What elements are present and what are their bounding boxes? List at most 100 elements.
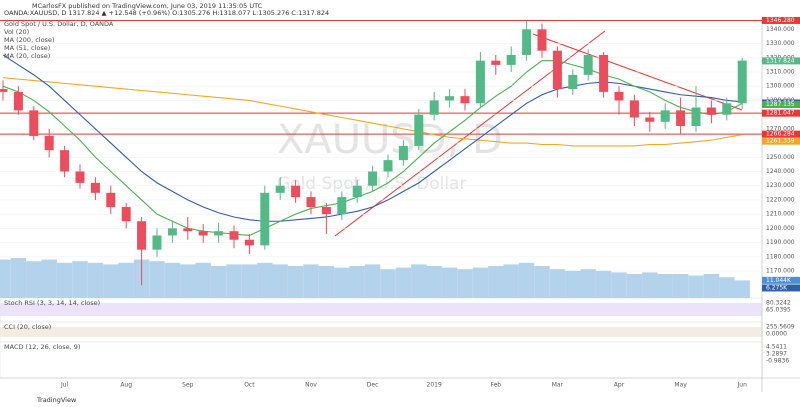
y-tick-label: 1220.000 — [766, 196, 795, 203]
price-label: 1287.135 — [766, 101, 795, 108]
legend-entry: MA (20, close) — [4, 52, 50, 60]
candle-body — [137, 221, 147, 250]
volume-bar — [164, 262, 181, 298]
candle-body — [29, 110, 39, 136]
candle-body — [44, 135, 54, 151]
price-label-bg — [762, 57, 800, 65]
volume-bar — [87, 262, 104, 298]
volume-bar — [426, 266, 442, 298]
price-label-bg — [762, 101, 800, 109]
candle-body — [75, 171, 85, 183]
panel-value: 65.0395 — [766, 307, 791, 314]
volume-bar — [549, 269, 566, 298]
volume-bar — [364, 264, 381, 298]
cci-band — [0, 327, 762, 337]
symbol-info: OANDA:XAUUSD, D 1317.824 ▲ +12.548 (+0.9… — [4, 9, 329, 17]
level-label: 1266.284 — [766, 131, 795, 138]
candle-body — [737, 60, 747, 104]
candle-body — [583, 54, 593, 75]
volume-bar — [472, 267, 489, 298]
candle-body — [383, 160, 393, 172]
candle-body — [398, 145, 408, 161]
volume-bar — [518, 262, 535, 298]
candle-body — [229, 231, 239, 240]
candle-body — [260, 192, 270, 246]
legend-entry: MA (51, close) — [4, 44, 50, 52]
candle-body — [0, 89, 8, 92]
price-label: 1317.824 — [766, 57, 795, 64]
y-tick-label: 1240.000 — [766, 168, 795, 175]
y-tick-label: 1340.000 — [766, 26, 795, 33]
x-tick-label: Dec — [367, 382, 379, 389]
ma-line — [2, 77, 743, 147]
price-label-bg — [762, 137, 800, 145]
volume-bar — [688, 275, 704, 298]
candle-body — [552, 50, 562, 90]
volume-bar — [0, 259, 11, 298]
candle-body — [445, 96, 455, 101]
volume-bar — [257, 262, 273, 298]
candle-body — [475, 60, 485, 104]
candle-body — [568, 74, 578, 90]
candle-body — [306, 197, 316, 208]
volume-bar — [441, 267, 458, 298]
price-label: 1261.339 — [766, 138, 795, 145]
level-label: 1281.047 — [766, 110, 795, 117]
y-tick-label: 1270.000 — [766, 125, 795, 132]
volume-bar — [118, 262, 134, 298]
volume-bar — [318, 266, 335, 298]
candle-body — [537, 29, 547, 51]
volume-label-bg — [762, 284, 800, 292]
volume-bar — [719, 277, 735, 298]
volume-bar — [287, 266, 304, 298]
x-tick-label: Jul — [60, 382, 69, 389]
y-tick-label: 1170.000 — [766, 267, 795, 274]
volume-bar — [349, 266, 365, 298]
candle-body — [614, 91, 624, 101]
volume-bar — [534, 266, 550, 298]
candle-body — [414, 114, 424, 146]
candle-body — [629, 100, 639, 118]
candle-body — [198, 231, 208, 236]
volume-bar — [672, 274, 689, 298]
candle-body — [676, 110, 686, 127]
candle-body — [214, 231, 224, 236]
volume-bar — [226, 264, 242, 298]
y-tick-label: 1310.000 — [766, 69, 795, 76]
volume-bar — [703, 274, 720, 298]
y-tick-label: 1250.000 — [766, 154, 795, 161]
panel-title: CCI (20, close) — [4, 323, 51, 331]
level-label-bg — [762, 16, 800, 24]
x-tick-label: Oct — [244, 382, 255, 389]
candle-body — [13, 91, 23, 111]
candle-body — [660, 110, 670, 122]
volume-bar — [10, 258, 27, 298]
candle-body — [491, 60, 501, 65]
candle-body — [352, 185, 362, 198]
volume-bar — [103, 264, 119, 298]
volume-bar — [334, 267, 350, 298]
watermark: XAUUSD, D — [277, 117, 503, 163]
x-tick-label: Mar — [552, 382, 564, 389]
volume-label-bg — [762, 276, 800, 284]
volume-bar — [272, 264, 288, 298]
y-tick-label: 1210.000 — [766, 211, 795, 218]
y-tick-label: 1300.000 — [766, 83, 795, 90]
volume-bar — [734, 280, 750, 298]
y-tick-label: 1190.000 — [766, 239, 795, 246]
x-tick-label: 2019 — [427, 382, 442, 389]
y-tick-label: 1200.000 — [766, 225, 795, 232]
candle-body — [506, 54, 516, 65]
x-tick-label: Sep — [182, 382, 194, 389]
candle-body — [90, 182, 100, 193]
footer-brand: TradingView — [36, 396, 77, 404]
x-tick-label: May — [674, 382, 687, 389]
volume-bar — [611, 272, 627, 298]
candle-body — [275, 185, 285, 193]
volume-bar — [303, 264, 319, 298]
candle-body — [183, 228, 193, 232]
panel-title: Stoch RSI (3, 3, 14, 14, close) — [4, 299, 100, 307]
ma-line — [2, 54, 743, 222]
volume-bar — [380, 269, 396, 298]
